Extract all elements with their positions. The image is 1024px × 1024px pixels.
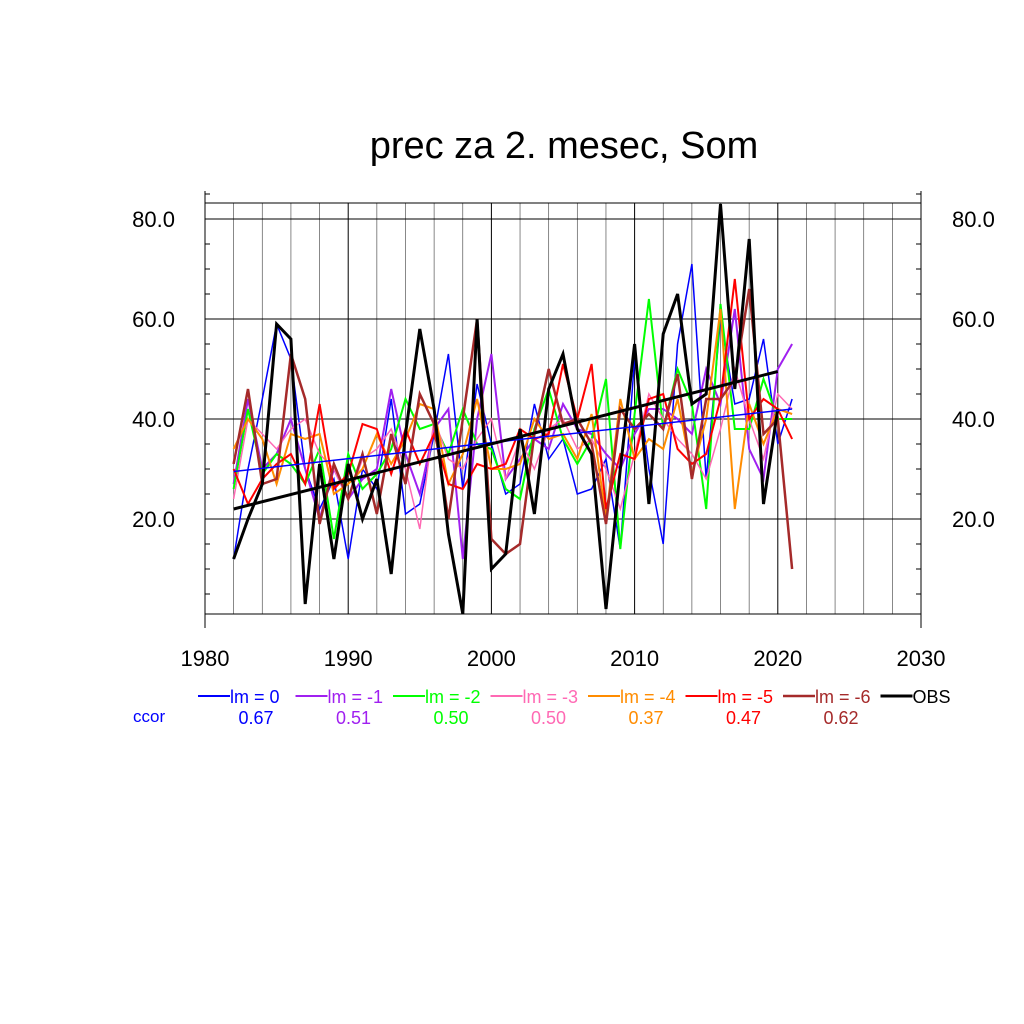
legend-label: lm = 0 (230, 687, 280, 707)
legend-label: lm = -1 (328, 687, 384, 707)
y-tick-label-left: 20.0 (132, 507, 175, 532)
ccor-value: 0.62 (823, 708, 858, 728)
x-tick-label: 2000 (467, 646, 516, 671)
ccor-value: 0.37 (628, 708, 663, 728)
y-tick-label-left: 80.0 (132, 207, 175, 232)
y-tick-label-right: 80.0 (952, 207, 995, 232)
ccor-value: 0.67 (238, 708, 273, 728)
trend-line-0 (233, 408, 793, 473)
plot-area: 1980 1990 2000 2010 2020 2030 20.0 20.0 40.0 40.0… (132, 191, 995, 671)
x-tick-label: 2030 (897, 646, 946, 671)
y-tick-label-left: 60.0 (132, 307, 175, 332)
ccor-value: 0.47 (726, 708, 761, 728)
ccor-value: 0.50 (531, 708, 566, 728)
legend-label: lm = -2 (425, 687, 481, 707)
ccor-label: ccor (133, 707, 165, 726)
x-tick-label: 1980 (181, 646, 230, 671)
series-line-6 (232, 288, 794, 570)
x-tick-label: 2020 (753, 646, 802, 671)
series-line-5 (232, 278, 794, 510)
x-tick-label: 2010 (610, 646, 659, 671)
legend-label: lm = -3 (523, 687, 579, 707)
legend-label: lm = -5 (718, 687, 774, 707)
y-tick-label-left: 40.0 (132, 407, 175, 432)
ccor-value: 0.50 (433, 708, 468, 728)
legend-label: lm = -6 (815, 687, 871, 707)
y-tick-label-right: 60.0 (952, 307, 995, 332)
y-tick-label-right: 20.0 (952, 507, 995, 532)
chart-title: prec za 2. mesec, Som (370, 125, 759, 167)
legend-label: OBS (913, 687, 951, 707)
series-line-4 (232, 308, 793, 520)
x-tick-label: 1990 (324, 646, 373, 671)
y-tick-label-right: 40.0 (952, 407, 995, 432)
series-line-7 (232, 203, 780, 615)
legend-label: lm = -4 (620, 687, 676, 707)
trend-line-1 (233, 370, 779, 511)
series-group (232, 203, 794, 615)
ccor-value: 0.51 (336, 708, 371, 728)
